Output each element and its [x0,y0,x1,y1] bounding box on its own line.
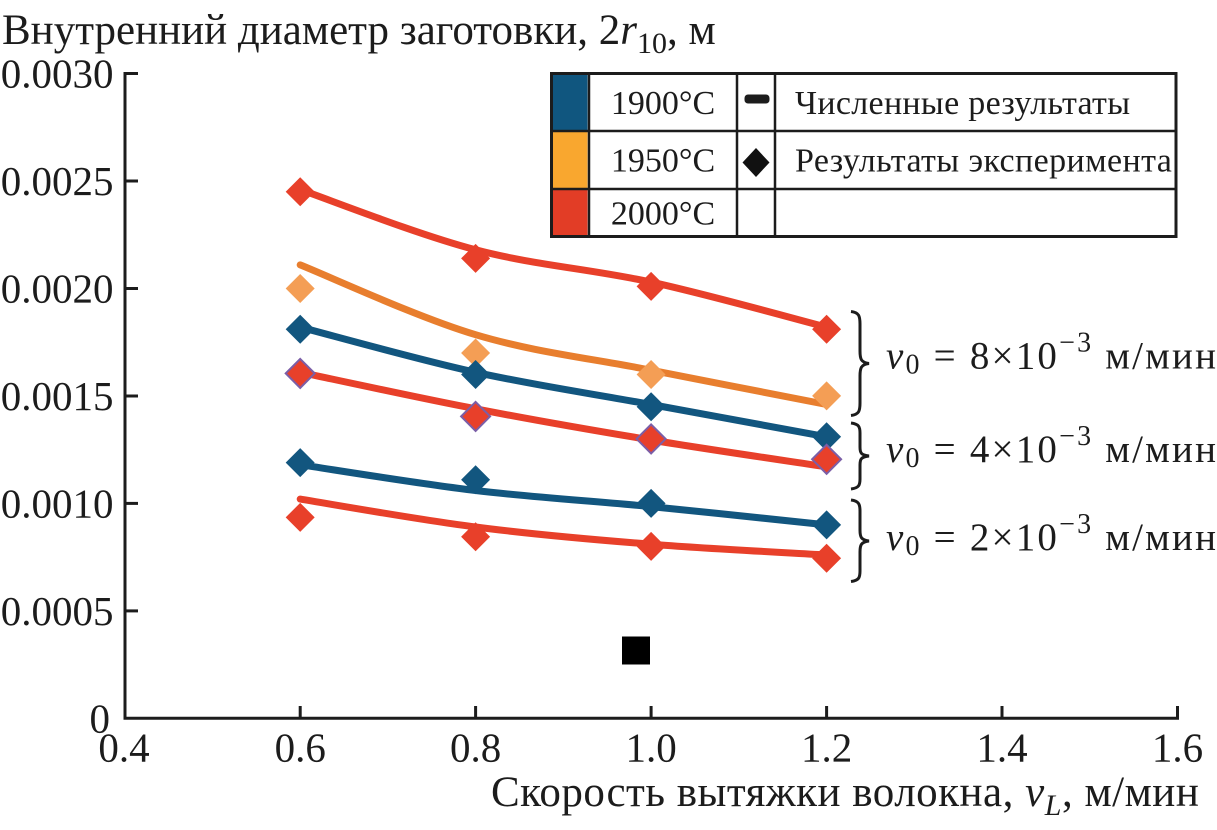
svg-text:0.0025: 0.0025 [1,158,114,204]
svg-text:0.0010: 0.0010 [1,481,114,527]
svg-text:v0 = 2×10−3 м/мин: v0 = 2×10−3 м/мин [886,509,1217,562]
svg-text:1.6: 1.6 [1152,725,1203,771]
svg-text:0.8: 0.8 [450,725,501,771]
svg-text:Скорость вытяжки волокна, vL,: Скорость вытяжки волокна, vL, м/мин [491,769,1199,822]
svg-text:1900°C: 1900°C [611,85,715,122]
svg-text:v0 = 4×10−3 м/мин: v0 = 4×10−3 м/мин [886,421,1217,474]
svg-text:Результаты эксперимента: Результаты эксперимента [795,143,1172,180]
svg-text:v0 = 8×10−3 м/мин: v0 = 8×10−3 м/мин [886,328,1217,381]
svg-text:Численные результаты: Численные результаты [795,85,1130,122]
svg-text:Внутренний диаметр заготовки,: Внутренний диаметр заготовки, 2r10, м [2,7,716,60]
svg-text:1.2: 1.2 [801,725,852,771]
svg-text:0.0005: 0.0005 [1,588,114,634]
svg-text:1.4: 1.4 [976,725,1027,771]
svg-text:2000°C: 2000°C [611,195,715,232]
svg-text:1950°C: 1950°C [611,143,715,180]
svg-text:0.0015: 0.0015 [1,373,114,419]
svg-text:1.0: 1.0 [625,725,676,771]
svg-text:0: 0 [90,695,111,741]
svg-text:0.6: 0.6 [275,725,326,771]
svg-text:0.4: 0.4 [98,725,149,771]
svg-text:0.0020: 0.0020 [1,266,114,312]
svg-text:0.0030: 0.0030 [1,51,114,97]
